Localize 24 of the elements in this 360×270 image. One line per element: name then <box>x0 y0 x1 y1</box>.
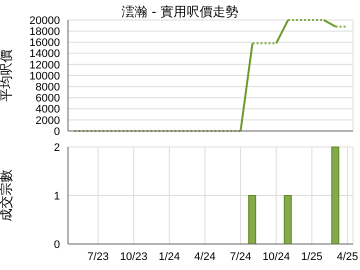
x-tick-label: 1/25 <box>301 250 323 263</box>
y-tick-label: 12000 <box>29 59 60 72</box>
x-tick-label: 10/23 <box>120 250 148 263</box>
y-tick-label: 2000 <box>36 114 60 127</box>
x-tick-label: 4/24 <box>194 250 216 263</box>
y-tick-label: 8000 <box>36 82 60 94</box>
y-axis-title: 平均呎價 <box>0 50 15 102</box>
x-tick-label: 4/25 <box>336 250 358 263</box>
x-tick-label: 7/24 <box>230 250 252 263</box>
y-tick-label: 0 <box>54 126 60 138</box>
x-tick-label: 1/24 <box>158 250 180 263</box>
y-tick-label: 18000 <box>29 26 60 38</box>
y-tick-label: 2 <box>54 142 60 154</box>
chart-title: 澐瀚 - 實用呎價走勢 <box>122 5 238 20</box>
x-tick-label: 10/24 <box>262 250 290 263</box>
y-tick-label: 4000 <box>36 104 60 116</box>
x-tick-label: 7/23 <box>87 250 109 263</box>
y-tick-label: 1 <box>54 190 60 202</box>
y-tick-label: 6000 <box>36 92 60 105</box>
y-tick-label: 16000 <box>29 37 60 50</box>
y-tick-label: 0 <box>54 238 60 251</box>
y-tick-label: 14000 <box>29 48 60 60</box>
y-tick-label: 10000 <box>29 70 60 82</box>
y-tick-label: 20000 <box>29 14 60 27</box>
